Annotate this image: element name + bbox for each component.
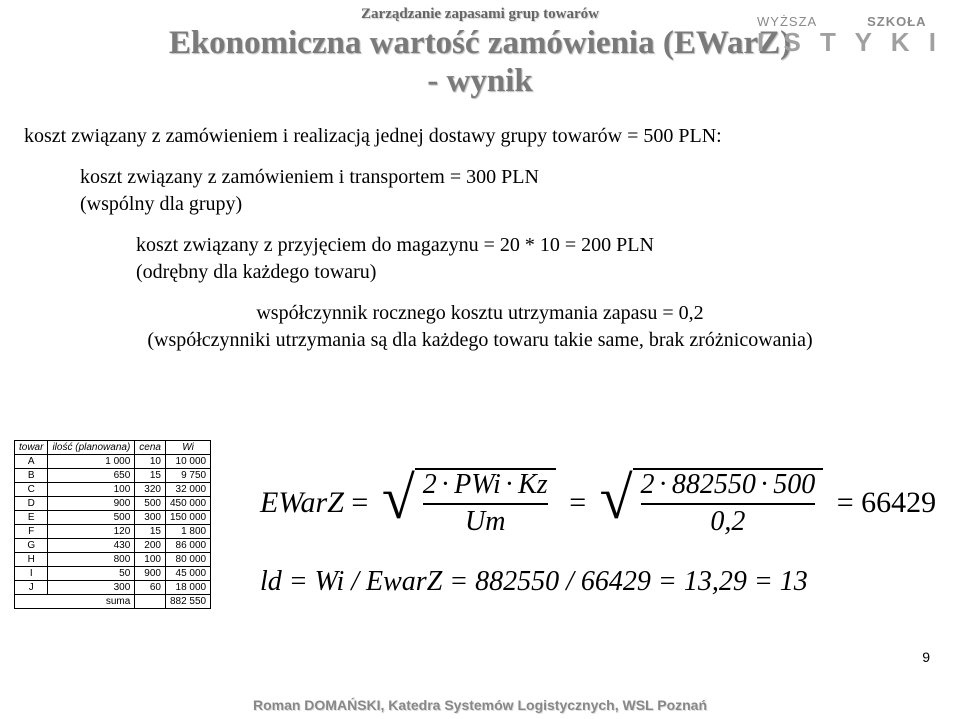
table-cell: 15	[135, 525, 166, 539]
page-number: 9	[922, 649, 930, 665]
table-cell: B	[15, 469, 48, 483]
table-row: B650159 750	[15, 469, 211, 483]
formula-ewarz: EWarZ = √ 2·PWi·Kz Um = √ 2·882550·500	[260, 468, 936, 538]
eq1-f2-a: 2	[641, 469, 655, 500]
table-cell: 32 000	[165, 483, 210, 497]
table-cell: 500	[135, 497, 166, 511]
footer-text: Roman DOMAŃSKI, Katedra Systemów Logisty…	[0, 697, 960, 713]
table-cell: 1 000	[48, 455, 135, 469]
table-cell: F	[15, 525, 48, 539]
formula-ld: ld = Wi / EwarZ = 882550 / 66429 = 13,29…	[260, 566, 936, 598]
paragraph-2b: (wspólny dla grupy)	[80, 193, 242, 215]
table-row: H80010080 000	[15, 553, 211, 567]
eq1-f2-b: 882550	[672, 469, 756, 500]
eq1-f2-c: 500	[773, 469, 815, 500]
eq1-f1-a: 2	[423, 469, 437, 500]
table-row: E500300150 000	[15, 511, 211, 525]
table-cell: 430	[48, 539, 135, 553]
eq1-f2-bot: 0,2	[710, 507, 745, 538]
sum-blank	[135, 595, 166, 609]
title-line-1: Ekonomiczna wartość zamówienia (EWarZ)	[169, 25, 791, 61]
table-row: D900500450 000	[15, 497, 211, 511]
eq1-f1-bot: Um	[465, 507, 505, 538]
table-cell: 50	[48, 567, 135, 581]
eq1-lhs: EWarZ	[260, 486, 344, 520]
eq1-f1-c: Kz	[518, 469, 548, 500]
paragraph-2a: koszt związany z zamówieniem i transport…	[80, 166, 539, 188]
school-logo: WYŻSZA SZKOŁA I S T Y K I	[757, 14, 942, 58]
table-cell: 9 750	[165, 469, 210, 483]
sum-value: 882 550	[165, 595, 210, 609]
table-cell: 15	[135, 469, 166, 483]
table-row: I5090045 000	[15, 567, 211, 581]
paragraph-4a: współczynnik rocznego kosztu utrzymania …	[256, 302, 703, 324]
table-row: F120151 800	[15, 525, 211, 539]
table-cell: 18 000	[165, 581, 210, 595]
eq1-f1-b: PWi	[454, 469, 501, 500]
table-cell: I	[15, 567, 48, 581]
paragraph-4b: (współczynniki utrzymania są dla każdego…	[147, 329, 812, 351]
table-cell: E	[15, 511, 48, 525]
table-cell: 800	[48, 553, 135, 567]
paragraph-3a: koszt związany z przyjęciem do magazynu …	[136, 234, 654, 256]
table-cell: 650	[48, 469, 135, 483]
table-cell: 320	[135, 483, 166, 497]
table-cell: 10 000	[165, 455, 210, 469]
table-cell: 100	[48, 483, 135, 497]
table-row: C10032032 000	[15, 483, 211, 497]
table-cell: 450 000	[165, 497, 210, 511]
table-cell: 300	[135, 511, 166, 525]
eq1-result: 66429	[861, 486, 936, 520]
table-cell: J	[15, 581, 48, 595]
table-cell: 900	[48, 497, 135, 511]
table-row: G43020086 000	[15, 539, 211, 553]
table-cell: C	[15, 483, 48, 497]
table-cell: 100	[135, 553, 166, 567]
table-cell: 1 800	[165, 525, 210, 539]
table-sum-row: suma 882 550	[15, 595, 211, 609]
table-row: J3006018 000	[15, 581, 211, 595]
table-cell: 120	[48, 525, 135, 539]
table-cell: 80 000	[165, 553, 210, 567]
table-cell: 900	[135, 567, 166, 581]
table-header-row: towar ilość (planowana) cena Wi	[15, 441, 211, 455]
table-cell: H	[15, 553, 48, 567]
col-cena: cena	[135, 441, 166, 455]
table-cell: 500	[48, 511, 135, 525]
table-row: A1 0001010 000	[15, 455, 211, 469]
table-cell: D	[15, 497, 48, 511]
table-cell: 45 000	[165, 567, 210, 581]
table-cell: 10	[135, 455, 166, 469]
table-cell: G	[15, 539, 48, 553]
paragraph-1: koszt związany z zamówieniem i realizacj…	[24, 123, 936, 150]
table-cell: 60	[135, 581, 166, 595]
logo-word-3: I S T Y K I	[757, 27, 942, 58]
table-cell: 200	[135, 539, 166, 553]
col-towar: towar	[15, 441, 48, 455]
table-cell: 150 000	[165, 511, 210, 525]
col-ilosc: ilość (planowana)	[48, 441, 135, 455]
table-cell: 86 000	[165, 539, 210, 553]
title-line-2: - wynik	[427, 63, 532, 99]
col-wi: Wi	[165, 441, 210, 455]
paragraph-3b: (odrębny dla każdego towaru)	[136, 261, 376, 283]
data-table: towar ilość (planowana) cena Wi A1 00010…	[14, 440, 211, 609]
table-cell: 300	[48, 581, 135, 595]
sum-label: suma	[15, 595, 135, 609]
table-cell: A	[15, 455, 48, 469]
